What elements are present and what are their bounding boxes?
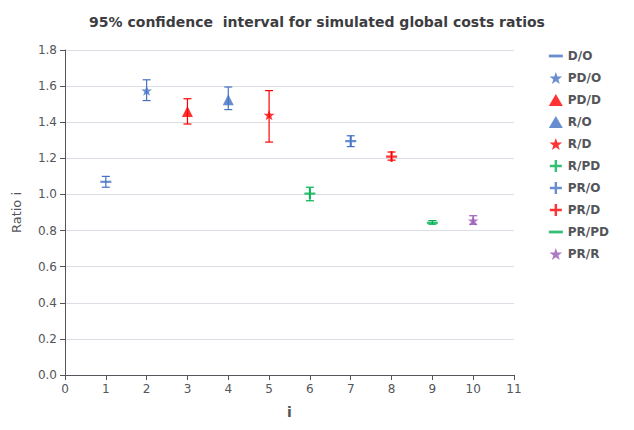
svg-text:10: 10 [466,382,481,396]
svg-text:D/O: D/O [568,49,593,63]
svg-text:PR/R: PR/R [568,247,600,261]
svg-text:9: 9 [429,382,437,396]
svg-text:PR/O: PR/O [568,181,601,195]
svg-text:95% confidence interval for s: 95% confidence interval for simulated gl… [89,14,545,30]
svg-text:PD/D: PD/D [568,93,601,107]
svg-text:2: 2 [143,382,151,396]
svg-text:3: 3 [184,382,192,396]
svg-text:6: 6 [306,382,314,396]
svg-text:1.4: 1.4 [38,115,57,129]
svg-text:11: 11 [506,382,521,396]
svg-text:R/PD: R/PD [568,159,600,173]
svg-text:1.8: 1.8 [38,43,57,57]
svg-text:8: 8 [388,382,396,396]
svg-text:1.2: 1.2 [38,151,57,165]
svg-text:0: 0 [61,382,69,396]
svg-text:0.4: 0.4 [38,296,57,310]
svg-text:0.6: 0.6 [38,260,57,274]
svg-text:i: i [287,404,292,420]
svg-text:PR/PD: PR/PD [568,225,609,239]
svg-text:4: 4 [224,382,232,396]
svg-text:PR/D: PR/D [568,203,600,217]
svg-text:PD/O: PD/O [568,71,601,85]
svg-text:0.0: 0.0 [38,368,57,382]
svg-text:5: 5 [265,382,273,396]
svg-text:1.6: 1.6 [38,79,57,93]
svg-text:1: 1 [102,382,110,396]
svg-text:Ratio i: Ratio i [9,192,24,233]
svg-text:1.0: 1.0 [38,187,57,201]
svg-text:R/O: R/O [568,115,592,129]
svg-text:7: 7 [347,382,355,396]
svg-text:0.8: 0.8 [38,224,57,238]
svg-text:0.2: 0.2 [38,332,57,346]
svg-text:R/D: R/D [568,137,592,151]
